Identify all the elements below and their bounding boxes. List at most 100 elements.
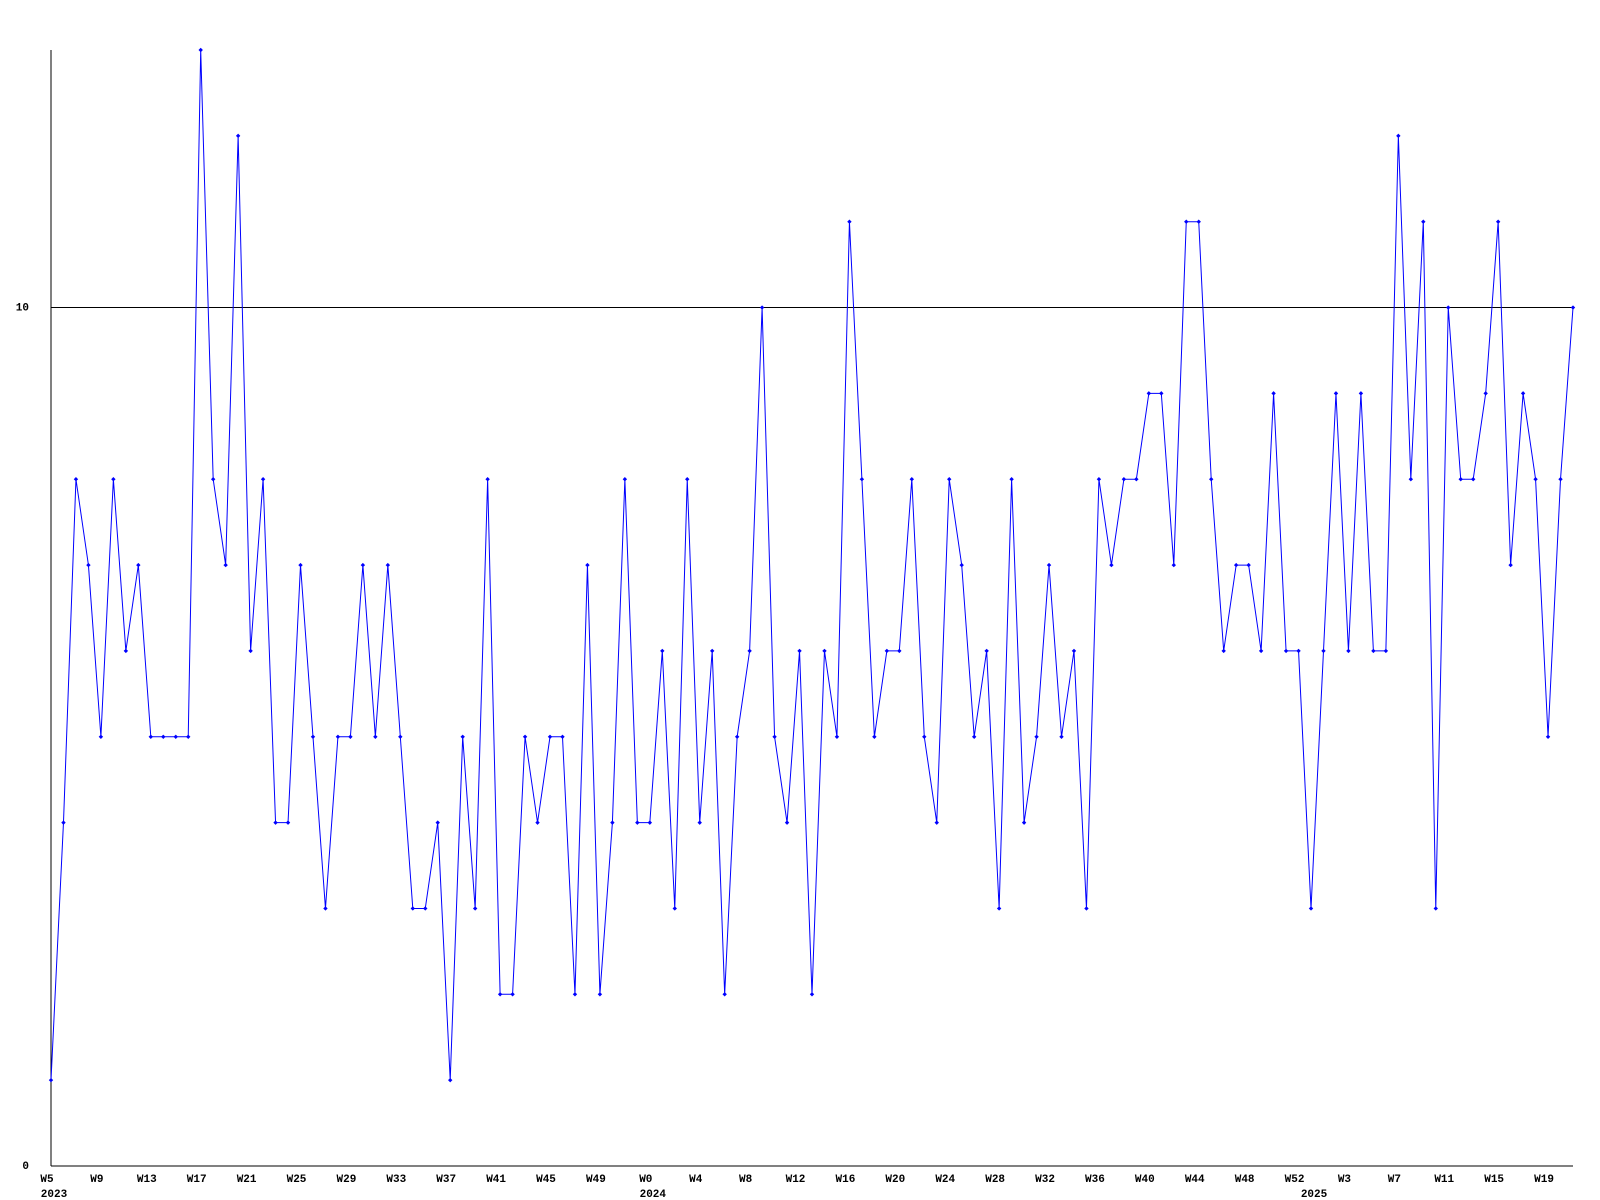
marker <box>1009 477 1014 482</box>
marker <box>1271 391 1276 396</box>
marker <box>759 305 765 310</box>
x-tick-label: W20 <box>885 1174 905 1186</box>
marker <box>1184 219 1189 224</box>
year-label: 2023 <box>41 1189 68 1200</box>
x-tick-label: W5 <box>40 1174 54 1186</box>
marker <box>148 734 154 739</box>
marker <box>1159 391 1164 396</box>
marker <box>1446 305 1451 310</box>
marker <box>210 477 216 482</box>
x-tick-label: W3 <box>1338 1174 1352 1186</box>
marker <box>1495 219 1501 224</box>
marker <box>136 562 141 568</box>
marker <box>198 47 203 53</box>
x-tick-label: W15 <box>1484 1174 1504 1186</box>
marker <box>1146 391 1152 396</box>
x-tick-label: W36 <box>1085 1174 1105 1186</box>
marker <box>48 1077 54 1083</box>
marker <box>1408 477 1414 482</box>
marker <box>897 648 902 654</box>
marker <box>996 906 1002 911</box>
x-tick-label: W13 <box>137 1174 157 1186</box>
marker <box>722 992 727 997</box>
x-tick-label: W48 <box>1235 1174 1255 1186</box>
marker <box>1134 477 1139 482</box>
x-tick-label: W52 <box>1285 1174 1305 1186</box>
marker <box>1421 219 1426 224</box>
marker <box>697 820 702 825</box>
y-tick-label: 10 <box>16 302 29 314</box>
marker <box>1021 820 1027 825</box>
marker <box>922 734 927 739</box>
marker <box>1308 906 1314 911</box>
marker <box>547 734 553 739</box>
x-tick-label: W29 <box>337 1174 357 1186</box>
y-tick-label: 0 <box>22 1161 29 1173</box>
x-tick-label: W12 <box>786 1174 806 1186</box>
marker <box>1545 734 1551 739</box>
marker <box>98 734 104 739</box>
marker <box>610 820 615 825</box>
marker <box>1046 562 1052 568</box>
marker <box>1121 477 1127 482</box>
marker <box>410 906 415 911</box>
marker <box>1233 562 1239 568</box>
marker <box>734 734 740 739</box>
marker <box>772 734 777 739</box>
marker <box>298 562 303 568</box>
x-tick-label: W44 <box>1185 1174 1205 1186</box>
marker <box>847 219 852 224</box>
line <box>50 49 1574 1081</box>
marker <box>984 648 989 654</box>
marker <box>685 477 690 482</box>
marker <box>660 648 665 654</box>
marker <box>448 1077 453 1083</box>
marker <box>597 992 603 997</box>
marker <box>959 562 964 568</box>
marker <box>123 648 129 654</box>
marker <box>373 734 378 739</box>
marker <box>497 992 503 997</box>
marker <box>435 820 440 825</box>
x-tick-label: W37 <box>436 1174 456 1186</box>
marker <box>1109 562 1114 568</box>
marker <box>61 820 66 825</box>
marker <box>173 734 178 739</box>
x-tick-label: W21 <box>237 1174 257 1186</box>
marker <box>1433 906 1438 911</box>
marker <box>1458 477 1463 482</box>
marker <box>348 734 353 739</box>
marker <box>1096 477 1102 482</box>
marker <box>472 906 478 911</box>
x-tick-label: W32 <box>1035 1174 1055 1186</box>
marker <box>1296 648 1301 654</box>
marker <box>947 477 952 482</box>
year-label: 2025 <box>1301 1189 1328 1200</box>
marker <box>310 734 316 739</box>
marker <box>1483 391 1488 396</box>
marker <box>834 734 840 739</box>
marker <box>709 648 715 654</box>
marker <box>647 820 653 825</box>
marker <box>111 477 116 482</box>
marker <box>86 562 91 568</box>
marker <box>635 820 640 825</box>
marker <box>622 477 628 482</box>
marker <box>1084 906 1089 911</box>
marker <box>560 734 565 739</box>
x-tick-label: W19 <box>1534 1174 1554 1186</box>
marker <box>1346 648 1351 654</box>
marker <box>872 734 877 739</box>
marker <box>1171 562 1176 568</box>
marker <box>934 820 939 825</box>
marker <box>285 820 291 825</box>
marker <box>572 992 578 997</box>
marker <box>1258 648 1264 654</box>
marker <box>809 992 815 997</box>
x-tick-label: W28 <box>985 1174 1005 1186</box>
x-tick-label: W16 <box>836 1174 856 1186</box>
x-tick-label: W17 <box>187 1174 207 1186</box>
marker <box>1321 648 1326 654</box>
x-tick-label: W24 <box>935 1174 955 1186</box>
